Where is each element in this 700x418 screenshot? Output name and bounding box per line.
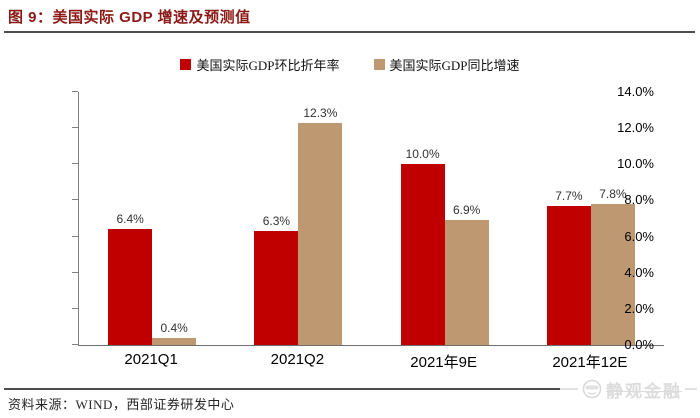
- bar-value-label: 12.3%: [303, 105, 338, 120]
- bar-group: 6.3% 12.3%: [225, 92, 371, 345]
- legend-label-qoq: 美国实际GDP环比折年率: [196, 58, 340, 73]
- bar-wrap: 6.4%: [108, 92, 153, 345]
- y-axis-tick: [72, 163, 78, 165]
- bar-wrap: 10.0%: [400, 92, 445, 345]
- x-axis-label: 2021年12E: [552, 354, 628, 371]
- bar-value-label: 10.0%: [405, 147, 440, 162]
- bar-value-label: 6.3%: [262, 214, 291, 229]
- y-axis-tick: [72, 344, 78, 345]
- bar-qoq: [108, 229, 153, 345]
- bar-value-label: 6.4%: [116, 212, 144, 227]
- bar-yoy: [444, 220, 489, 345]
- y-axis-label: 12.0%: [617, 120, 654, 136]
- bar-group: 7.7% 7.8%: [518, 92, 664, 345]
- y-axis-tick: [72, 91, 78, 92]
- footer-divider: [4, 388, 562, 390]
- source-note: 资料来源：WIND，西部证券研发中心: [8, 397, 235, 412]
- legend-swatch-tan-icon: [373, 59, 385, 70]
- y-axis-label: 0.0%: [624, 337, 654, 352]
- chart-legend: 美国实际GDP环比折年率 美国实际GDP同比增速: [0, 55, 700, 74]
- x-axis-label: 2021Q1: [124, 351, 178, 368]
- legend-item-yoy: 美国实际GDP同比增速: [373, 55, 520, 74]
- bar-wrap: 12.3%: [298, 92, 343, 345]
- bar-qoq: [254, 231, 299, 345]
- bar-value-label: 0.4%: [160, 320, 188, 335]
- y-axis-label: 2.0%: [624, 300, 654, 316]
- y-axis-label: 14.0%: [617, 84, 654, 99]
- bar-groups: 6.4% 0.4% 6.3% 12.3% 10.0% 6.9% 7.7% 7.8%: [79, 92, 664, 345]
- watermark-line-left: [560, 388, 578, 390]
- y-axis-tick: [72, 271, 78, 273]
- bar-yoy: [298, 122, 343, 345]
- bar-yoy: [590, 204, 635, 345]
- legend-item-qoq: 美国实际GDP环比折年率: [180, 55, 340, 74]
- y-axis-tick: [72, 307, 78, 309]
- x-axis-labels: 2021Q1 2021Q2 2021年9E 2021年12E: [78, 351, 663, 372]
- plot-area: 6.4% 0.4% 6.3% 12.3% 10.0% 6.9% 7.7% 7.8% 0.0% 2…: [72, 85, 664, 352]
- bar-qoq: [400, 164, 445, 345]
- watermark-line-right: [685, 388, 697, 390]
- bar-yoy: [152, 337, 197, 345]
- bar-group: 6.4% 0.4%: [79, 92, 225, 345]
- watermark-text: 静观金融: [606, 381, 682, 401]
- y-axis-label: 4.0%: [624, 264, 654, 280]
- bar-value-label: 6.9%: [452, 203, 481, 218]
- y-axis-tick: [72, 127, 78, 129]
- face-logo-icon: [582, 379, 602, 399]
- watermark: 静观金融: [560, 377, 697, 401]
- y-axis-label: 6.0%: [624, 228, 654, 244]
- y-axis-label: 8.0%: [624, 192, 654, 208]
- x-axis-label: 2021年9E: [410, 354, 477, 371]
- bar-wrap: 6.9%: [444, 92, 489, 345]
- bar-qoq: [546, 205, 591, 345]
- bar-group: 10.0% 6.9%: [372, 92, 518, 345]
- bar-value-label: 7.7%: [555, 188, 583, 203]
- legend-swatch-red-icon: [180, 59, 192, 70]
- y-axis-tick: [72, 199, 78, 201]
- bar-value-label: 7.8%: [599, 187, 627, 202]
- figure-title: 图 9：美国实际 GDP 增速及预测值: [8, 9, 251, 26]
- legend-label-yoy: 美国实际GDP同比增速: [389, 58, 520, 73]
- x-axis-label: 2021Q2: [270, 351, 325, 368]
- title-divider: [4, 31, 695, 33]
- bar-wrap: 0.4%: [152, 92, 197, 345]
- bar-wrap: 7.7%: [546, 92, 591, 345]
- bar-wrap: 7.8%: [590, 92, 635, 345]
- y-axis-tick: [72, 235, 78, 237]
- bar-wrap: 6.3%: [254, 92, 299, 345]
- y-axis-label: 10.0%: [617, 156, 654, 172]
